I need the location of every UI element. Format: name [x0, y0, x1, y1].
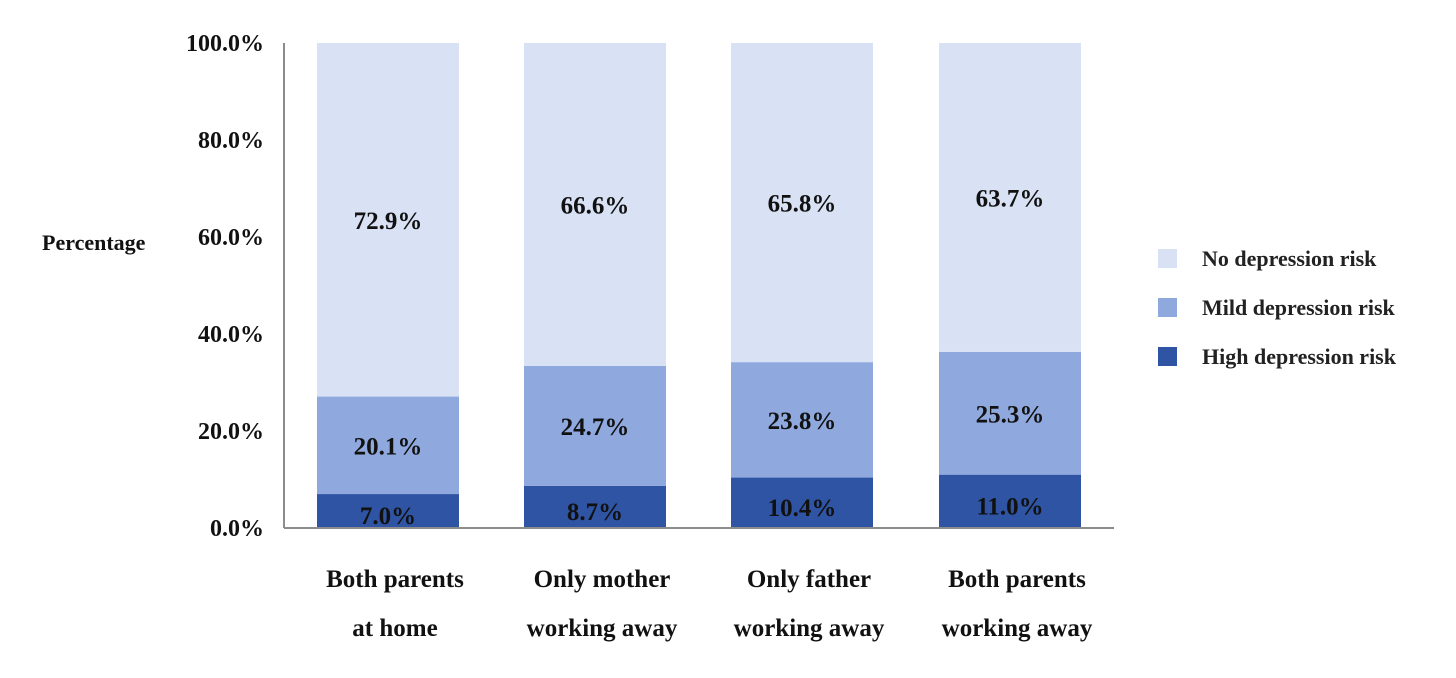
bar-segment-no-depression-risk — [939, 43, 1081, 352]
legend: No depression risk Mild depression risk Hi… — [1158, 246, 1397, 369]
legend-label: High depression risk — [1202, 344, 1397, 369]
y-tick-labels: 0.0% 20.0% 40.0% 60.0% 80.0% 100.0% — [186, 31, 264, 542]
data-label: 10.4% — [768, 495, 837, 522]
bar-segment-high-depression-risk — [317, 494, 459, 528]
y-tick-label: 80.0% — [198, 128, 264, 154]
bar-segment-no-depression-risk — [731, 43, 873, 363]
bar-segment-no-depression-risk — [317, 43, 459, 397]
x-category-label: Both parents — [948, 566, 1086, 593]
x-category-label: at home — [352, 615, 437, 642]
data-label: 65.8% — [768, 191, 837, 218]
data-labels-layer: 7.0% 20.1% 72.9% 8.7% 24.7% 66.6% 10.4% 23.8% 65… — [354, 185, 1045, 530]
data-label: 72.9% — [354, 208, 423, 235]
bar-segment-high-depression-risk — [731, 477, 873, 528]
y-tick-label: 100.0% — [186, 31, 264, 57]
bar-segment-mild-depression-risk — [731, 362, 873, 478]
legend-swatch — [1158, 347, 1177, 366]
x-category-label: working away — [942, 615, 1093, 642]
y-tick-label: 20.0% — [198, 419, 264, 445]
legend-label: No depression risk — [1202, 246, 1377, 271]
y-tick-label: 60.0% — [198, 225, 264, 251]
y-tick-label: 0.0% — [210, 516, 264, 542]
data-label: 63.7% — [976, 185, 1045, 212]
legend-swatch — [1158, 298, 1177, 317]
data-label: 66.6% — [561, 193, 630, 220]
x-category-label: working away — [734, 615, 885, 642]
x-category-label: Only mother — [534, 566, 671, 593]
data-label: 25.3% — [976, 401, 1045, 428]
data-label: 24.7% — [561, 414, 630, 441]
data-label: 20.1% — [354, 433, 423, 460]
bar-segment-high-depression-risk — [524, 485, 666, 528]
x-category-label: working away — [527, 615, 678, 642]
bar-segment-no-depression-risk — [524, 43, 666, 367]
legend-swatch — [1158, 249, 1177, 268]
y-axis-title: Percentage — [42, 230, 146, 255]
data-label: 23.8% — [768, 408, 837, 435]
bar-segment-high-depression-risk — [939, 474, 1081, 528]
x-category-labels: Both parents at home Only mother working aw… — [326, 566, 1093, 642]
data-label: 11.0% — [976, 493, 1043, 520]
legend-label: Mild depression risk — [1202, 295, 1396, 320]
bars-layer — [317, 43, 1081, 528]
x-category-label: Both parents — [326, 566, 464, 593]
data-label: 8.7% — [567, 499, 623, 526]
y-tick-label: 40.0% — [198, 322, 264, 348]
bar-segment-mild-depression-risk — [524, 366, 666, 486]
data-label: 7.0% — [360, 503, 416, 530]
bar-segment-mild-depression-risk — [317, 396, 459, 495]
x-category-label: Only father — [747, 566, 871, 593]
bar-segment-mild-depression-risk — [939, 351, 1081, 475]
